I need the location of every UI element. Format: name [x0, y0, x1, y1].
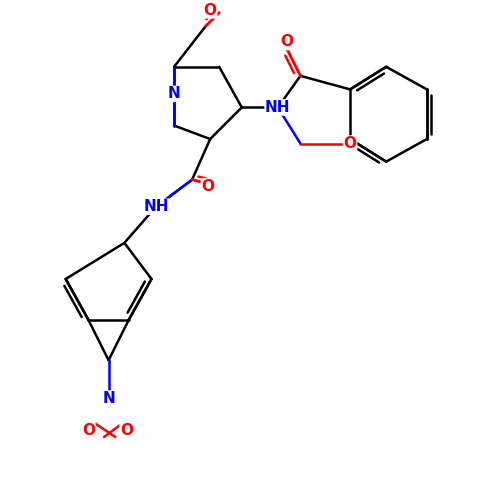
- Text: O: O: [204, 3, 217, 18]
- Text: N: N: [168, 86, 181, 102]
- Text: O: O: [201, 179, 215, 194]
- Text: O: O: [343, 136, 356, 151]
- Text: N: N: [102, 391, 115, 406]
- Text: O: O: [82, 422, 95, 438]
- Text: NH: NH: [265, 100, 291, 115]
- Text: NH: NH: [143, 199, 169, 214]
- Text: O: O: [280, 34, 294, 49]
- Text: O: O: [120, 422, 133, 438]
